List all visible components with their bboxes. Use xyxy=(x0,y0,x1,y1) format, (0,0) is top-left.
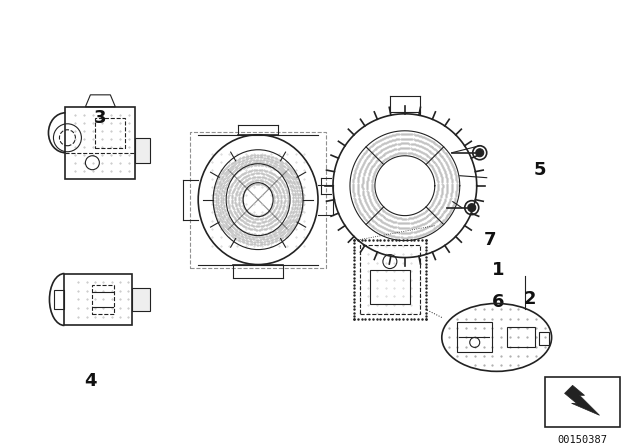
Text: 7: 7 xyxy=(483,231,496,249)
Circle shape xyxy=(476,149,484,157)
Text: 2: 2 xyxy=(524,290,536,309)
Text: 00150387: 00150387 xyxy=(557,435,607,445)
Text: 1: 1 xyxy=(492,261,504,279)
Text: 6: 6 xyxy=(492,293,504,311)
Text: 3: 3 xyxy=(94,109,107,127)
Polygon shape xyxy=(132,288,150,311)
Polygon shape xyxy=(135,138,150,163)
Polygon shape xyxy=(564,385,600,415)
Text: 4: 4 xyxy=(84,372,97,390)
Polygon shape xyxy=(545,377,621,427)
Text: 5: 5 xyxy=(533,161,546,179)
Circle shape xyxy=(468,204,476,211)
